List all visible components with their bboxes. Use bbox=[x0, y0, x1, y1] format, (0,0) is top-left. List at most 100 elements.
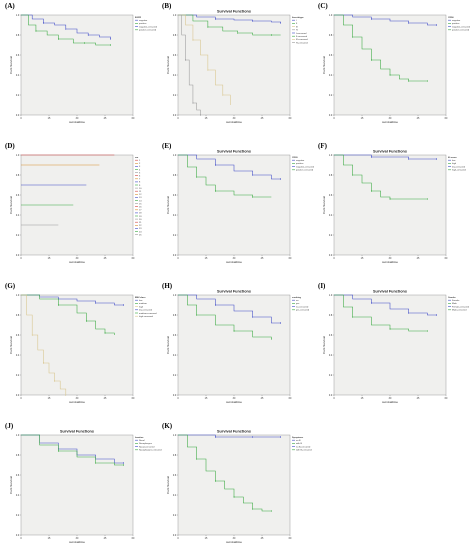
legend-entry: no B-censored bbox=[296, 445, 311, 448]
chart-title: Survival Functions bbox=[60, 430, 94, 434]
y-tick-label: 0.2 bbox=[173, 514, 177, 517]
legend-entry: 1 bbox=[139, 160, 141, 162]
chart-panel: (D) 0.0 0.2 0.4 0.6 0.8 1.0 0 15 30 45 60 survivalti… bbox=[5, 142, 155, 273]
y-tick-label: 0.0 bbox=[329, 114, 333, 117]
x-tick-label: 45 bbox=[417, 117, 420, 120]
legend-entry: 13 bbox=[139, 197, 142, 199]
legend-entry: Nasal-censored bbox=[139, 445, 155, 448]
y-tick-label: 0.6 bbox=[329, 54, 333, 57]
x-tick-label: 0 bbox=[20, 537, 22, 540]
x-tick-label: 45 bbox=[261, 117, 264, 120]
panel-label: (D) bbox=[5, 142, 15, 150]
y-axis-label: Cum Survival bbox=[9, 56, 13, 74]
x-tick-label: 0 bbox=[333, 397, 335, 400]
chart-panel: (F) Survival Functions 0.0 0.2 0.4 0.6 0.8 1.0 0… bbox=[318, 142, 468, 273]
plot-area bbox=[333, 154, 447, 256]
legend-entry: 24 bbox=[139, 231, 142, 233]
survival-curve bbox=[334, 294, 428, 332]
x-tick-label: 0 bbox=[20, 397, 22, 400]
x-tick-label: 45 bbox=[104, 257, 107, 260]
x-tick-label: 15 bbox=[48, 117, 51, 120]
x-axis-label: survivaltime bbox=[382, 400, 398, 404]
chart-title: Survival Functions bbox=[217, 430, 251, 434]
panel-label: (K) bbox=[162, 422, 173, 430]
survival-curve bbox=[178, 14, 201, 115]
x-tick-label: 30 bbox=[233, 257, 236, 260]
x-tick-label: 30 bbox=[389, 257, 392, 260]
panel-label: (B) bbox=[162, 2, 172, 10]
legend-entry: 22 bbox=[139, 225, 142, 227]
panel-label: (E) bbox=[162, 142, 172, 150]
legend-entry: positive-censored bbox=[452, 29, 470, 32]
legend-entry: high bbox=[139, 306, 144, 308]
x-tick-label: 15 bbox=[205, 117, 208, 120]
survival-curve bbox=[178, 154, 272, 198]
y-tick-label: 0.8 bbox=[16, 34, 20, 37]
legend-entry: 9 bbox=[139, 185, 141, 187]
x-tick-label: 45 bbox=[261, 397, 264, 400]
chart-title: Survival Functions bbox=[217, 290, 251, 294]
y-axis-label: Cum Survival bbox=[9, 476, 13, 494]
x-tick-label: 0 bbox=[177, 397, 179, 400]
y-tick-label: 0.4 bbox=[329, 214, 333, 217]
y-tick-label: 0.0 bbox=[173, 114, 177, 117]
x-tick-label: 30 bbox=[76, 257, 79, 260]
survival-curve bbox=[178, 14, 281, 36]
legend-entry: positive bbox=[139, 22, 147, 25]
x-tick-label: 60 bbox=[132, 537, 135, 540]
legend-entry: negative-censored bbox=[296, 165, 315, 168]
x-tick-label: 60 bbox=[132, 397, 135, 400]
y-tick-label: 0.2 bbox=[16, 234, 20, 237]
legend-title: EBV-class bbox=[135, 297, 146, 299]
chart-svg: 0.0 0.2 0.4 0.6 0.8 1.0 0 15 30 45 60 survivaltime C… bbox=[322, 14, 471, 124]
chart-title: Survival Functions bbox=[373, 150, 407, 154]
legend-entry: I-censored bbox=[296, 32, 307, 35]
legend-entry: 10 bbox=[139, 188, 142, 190]
y-tick-label: 1.0 bbox=[329, 14, 333, 17]
x-tick-label: 15 bbox=[361, 257, 364, 260]
legend-title: ihcsubtype bbox=[292, 16, 304, 19]
survival-curve bbox=[178, 154, 281, 180]
survival-curve bbox=[334, 294, 437, 316]
y-tick-label: 0.0 bbox=[173, 534, 177, 537]
survival-curve bbox=[21, 434, 124, 466]
panel-label: (H) bbox=[162, 282, 173, 290]
x-tick-label: 60 bbox=[132, 257, 135, 260]
legend-entry: positive bbox=[452, 22, 460, 25]
chart-panel: (H) Survival Functions 0.0 0.2 0.4 0.6 0.8 1.0 0… bbox=[162, 282, 312, 413]
y-tick-label: 0.6 bbox=[16, 54, 20, 57]
x-axis-label: survivaltime bbox=[382, 120, 398, 124]
legend-title: Ki-score bbox=[448, 157, 458, 159]
x-tick-label: 60 bbox=[289, 397, 292, 400]
y-tick-label: 0.6 bbox=[16, 474, 20, 477]
y-tick-label: 1.0 bbox=[329, 294, 333, 297]
x-tick-label: 0 bbox=[333, 117, 335, 120]
y-tick-label: 0.6 bbox=[173, 474, 177, 477]
legend-title: location bbox=[135, 436, 144, 439]
x-axis-label: survivaltime bbox=[226, 400, 242, 404]
survival-curve bbox=[178, 294, 272, 339]
legend-entry: negative bbox=[139, 19, 148, 22]
y-tick-label: 0.8 bbox=[329, 34, 333, 37]
legend-entry: high-censored bbox=[452, 169, 467, 172]
legend-entry: high bbox=[452, 163, 457, 165]
legend-entry: positive-censored bbox=[296, 169, 314, 172]
x-tick-label: 15 bbox=[361, 397, 364, 400]
legend-entry: no B bbox=[296, 440, 301, 442]
survival-curve bbox=[21, 14, 111, 46]
y-tick-label: 0.6 bbox=[173, 334, 177, 337]
legend-entry: III bbox=[296, 26, 298, 28]
y-tick-label: 0.2 bbox=[16, 514, 20, 517]
legend-entry: 4 bbox=[139, 169, 141, 171]
y-tick-label: 0.0 bbox=[329, 394, 333, 397]
y-tick-label: 0.4 bbox=[329, 74, 333, 77]
legend-entry: with B-censored bbox=[296, 449, 312, 452]
x-axis-label: survivaltime bbox=[69, 260, 85, 264]
y-tick-label: 0.0 bbox=[16, 534, 20, 537]
legend-entry: IV bbox=[296, 30, 299, 32]
y-tick-label: 1.0 bbox=[329, 154, 333, 157]
legend-entry: 15 bbox=[139, 203, 142, 205]
